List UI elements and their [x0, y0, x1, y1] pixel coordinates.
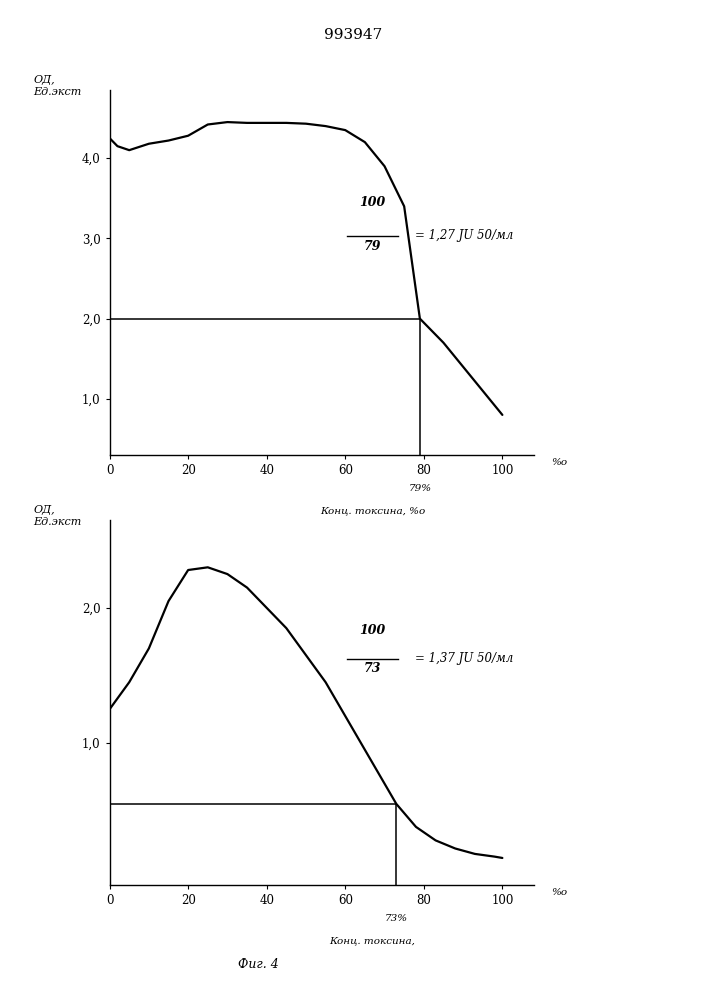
Text: ОД,
Ед.экст: ОД, Ед.экст — [33, 505, 81, 527]
Text: 73: 73 — [364, 662, 381, 675]
Text: 100: 100 — [359, 624, 386, 637]
Text: 79: 79 — [364, 240, 381, 253]
Text: Конц. токсина,: Конц. токсина, — [329, 936, 416, 945]
Text: %о: %о — [551, 888, 567, 897]
Text: 100: 100 — [359, 196, 386, 209]
Text: = 1,37 JU 50/мл: = 1,37 JU 50/мл — [415, 652, 513, 665]
Text: ОД,
Ед.экст: ОД, Ед.экст — [33, 75, 81, 97]
Text: Фиг. 4: Фиг. 4 — [238, 958, 279, 971]
Text: %о: %о — [551, 458, 567, 467]
Text: Конц. токсина, %о: Конц. токсина, %о — [320, 506, 425, 515]
Text: Фиг. 3: Фиг. 3 — [238, 528, 279, 541]
Text: 993947: 993947 — [325, 28, 382, 42]
Text: = 1,27 JU 50/мл: = 1,27 JU 50/мл — [415, 230, 513, 242]
Text: 79%: 79% — [409, 484, 431, 493]
Text: 73%: 73% — [385, 914, 408, 923]
